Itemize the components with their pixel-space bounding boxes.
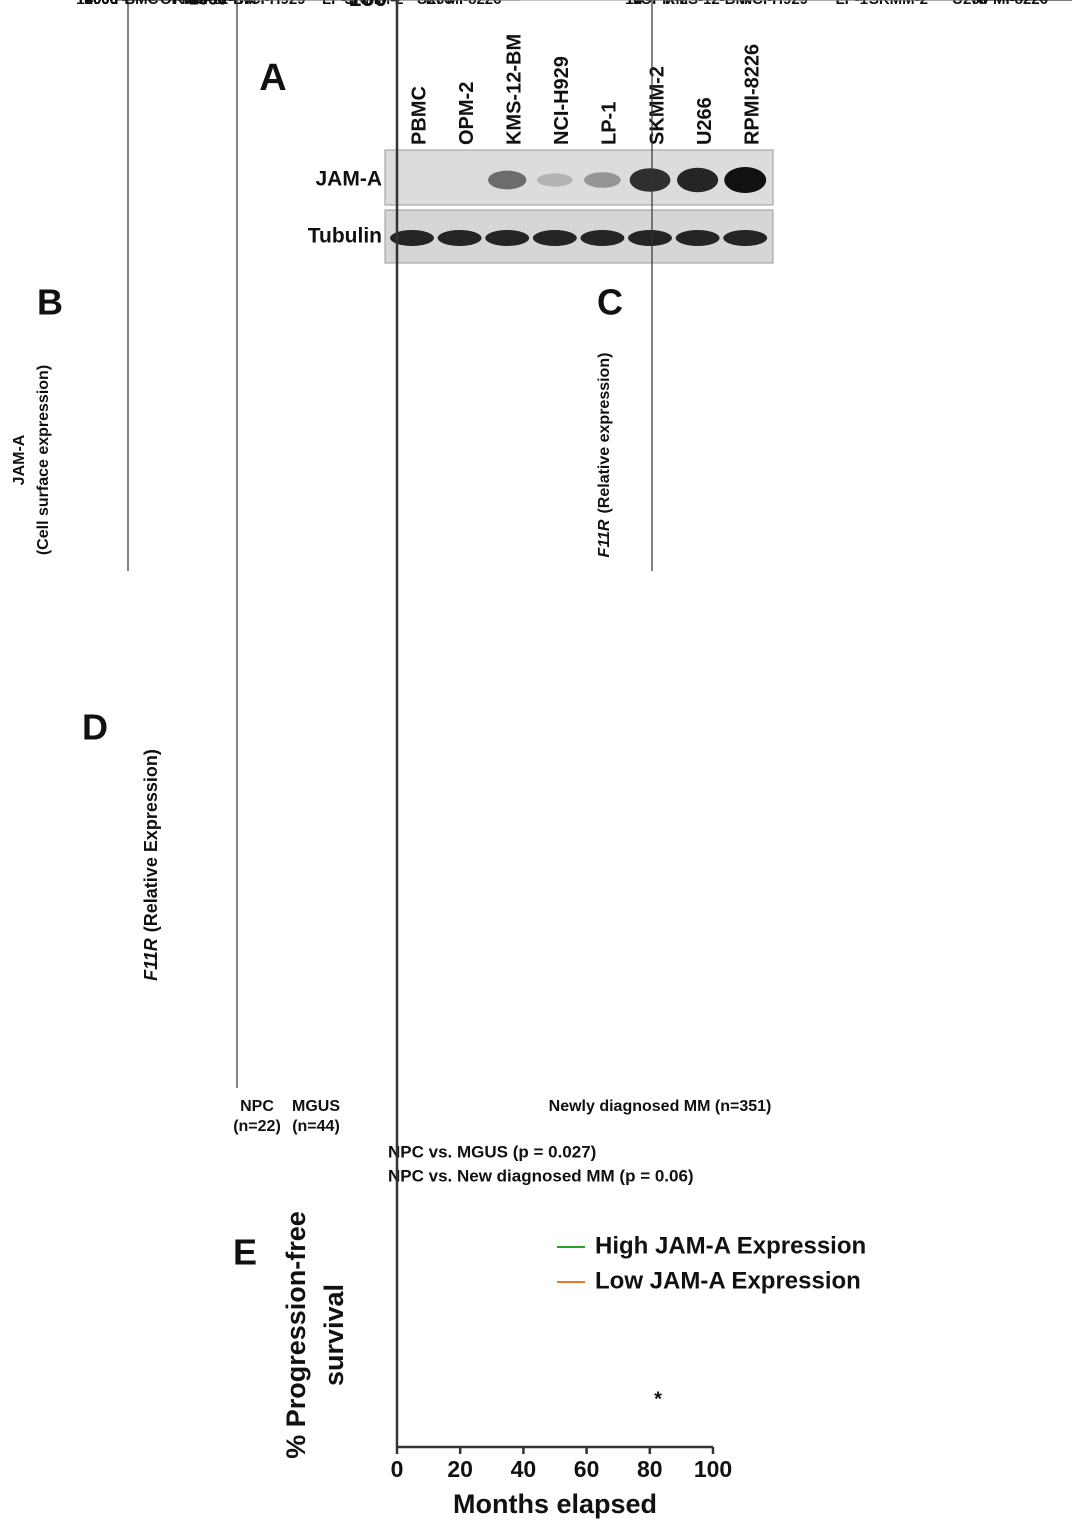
x-tick-label: SKMM-2 [869, 0, 928, 8]
x-tick-label: 80 [637, 1456, 663, 1482]
annotation: NPC vs. New diagnosed MM (p = 0.06) [388, 1166, 694, 1185]
x-axis-label: Months elapsed [453, 1489, 657, 1519]
lane-label: RPMI-8226 [741, 44, 763, 145]
blot-band [584, 172, 621, 188]
annotation: NPC vs. MGUS (p = 0.027) [388, 1142, 596, 1161]
lane-label: KMS-12-BM [503, 34, 525, 145]
blot-band [677, 168, 718, 192]
panel-label: B [37, 282, 63, 323]
y-axis-label: % Progression-free [281, 1211, 311, 1459]
blot-band [488, 171, 526, 190]
y-axis-label: survival [319, 1284, 349, 1386]
panel-label: E [233, 1232, 257, 1273]
lane-label: NCI-H929 [551, 56, 573, 145]
x-tick-label: RPMI-8226 [972, 0, 1048, 8]
y-axis-label: (Cell surface expression) [35, 365, 52, 555]
x-tick-label: 40 [511, 1456, 537, 1482]
x-tick-label: RPMI-8226 [426, 0, 502, 8]
group-count: (n=44) [292, 1118, 340, 1135]
y-axis-label: F11R (Relative expression) [596, 353, 613, 558]
y-tick-label: 14000 [76, 0, 118, 8]
blot-band [724, 167, 766, 193]
y-tick-label: 18 [625, 0, 642, 8]
figure: A B C D E PBMCOPM-2KMS-12-BMNCI-H929LP-1… [0, 0, 1089, 1524]
blot-band [485, 230, 529, 246]
x-tick-label: PBMC [114, 0, 158, 8]
panel-label: A [259, 57, 286, 99]
blot-band [533, 230, 577, 246]
x-tick-label: 0 [391, 1456, 404, 1482]
x-tick-label: 20 [447, 1456, 473, 1482]
y-axis-label: F11R (Relative Expression) [141, 749, 161, 981]
annotation: * [654, 1388, 662, 1410]
lane-label: LP-1 [599, 102, 621, 145]
row-label: Tubulin [308, 225, 382, 248]
y-axis-label-gene: F11R [596, 519, 613, 557]
panel-label: C [597, 282, 623, 323]
blot-band [537, 173, 573, 186]
blot-band [580, 230, 624, 246]
x-tick-label: 100 [694, 1456, 732, 1482]
group-label: MGUS [292, 1098, 340, 1115]
group-label: Newly diagnosed MM (n=351) [549, 1098, 772, 1115]
x-tick-label: LP-1 [835, 0, 868, 8]
y-tick-label: 8000 [189, 0, 227, 8]
x-tick-label: 60 [574, 1456, 600, 1482]
blot-band [630, 168, 671, 192]
lane-label: PBMC [408, 86, 430, 145]
row-label: JAM-A [316, 168, 383, 191]
x-tick-label: NCI-H929 [239, 0, 306, 8]
panel-label: D [82, 707, 108, 748]
blot-band [723, 230, 767, 246]
legend-label: Low JAM-A Expression [595, 1267, 861, 1294]
lane-label: OPM-2 [456, 82, 478, 145]
y-axis-label-text: (Relative Expression) [141, 749, 161, 932]
blot-band [628, 230, 672, 246]
legend-label: High JAM-A Expression [595, 1232, 866, 1259]
blot-band [676, 230, 720, 246]
blot-band [438, 230, 482, 246]
lane-label: SKMM-2 [646, 66, 668, 145]
y-tick-label: 100 [349, 0, 387, 11]
y-axis-label-gene: F11R [141, 938, 161, 981]
group-label: NPC [240, 1098, 274, 1115]
group-count: (n=22) [233, 1118, 281, 1135]
y-axis-label: JAM-A [11, 434, 28, 485]
x-tick-label: KMS-12-BM [665, 0, 748, 8]
lane-label: U266 [694, 97, 716, 145]
y-axis-label-text: (Relative expression) [596, 353, 613, 514]
x-tick-label: NCI-H929 [741, 0, 808, 8]
